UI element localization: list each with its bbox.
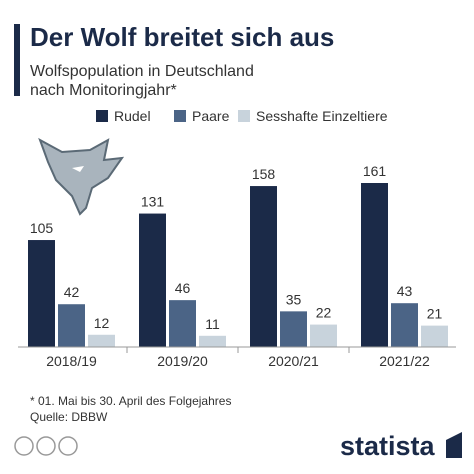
- legend-label: Sesshafte Einzeltiere: [256, 108, 388, 124]
- bar: [169, 300, 196, 347]
- value-label: 11: [205, 316, 220, 332]
- chart-title: Der Wolf breitet sich aus: [30, 22, 334, 52]
- brand-icon: [446, 432, 462, 458]
- source: Quelle: DBBW: [30, 410, 108, 424]
- value-label: 21: [427, 306, 443, 322]
- bar: [391, 303, 418, 347]
- value-label: 161: [363, 163, 387, 179]
- bar: [58, 304, 85, 347]
- legend-swatch: [96, 110, 108, 122]
- bar: [88, 334, 115, 347]
- legend-label: Paare: [192, 108, 230, 124]
- bar: [361, 183, 388, 347]
- x-tick-label: 2018/19: [46, 353, 97, 369]
- bar: [139, 213, 166, 347]
- bar: [199, 335, 226, 347]
- bar: [310, 324, 337, 347]
- value-label: 42: [64, 284, 80, 300]
- value-label: 12: [94, 315, 110, 331]
- legend-swatch: [174, 110, 186, 122]
- subtitle: Wolfspopulation in Deutschland: [30, 63, 254, 80]
- x-tick-label: 2020/21: [268, 353, 319, 369]
- value-label: 46: [175, 280, 191, 296]
- value-label: 22: [316, 305, 332, 321]
- title-accent: [14, 24, 20, 96]
- legend-label: Rudel: [114, 108, 151, 124]
- bar: [28, 240, 55, 347]
- value-label: 105: [30, 220, 54, 236]
- license-icons: [14, 436, 78, 456]
- value-label: 35: [286, 291, 302, 307]
- subtitle: nach Monitoringjahr*: [30, 82, 177, 99]
- value-label: 158: [252, 166, 276, 182]
- bar: [250, 186, 277, 347]
- brand: statista: [340, 431, 436, 461]
- bar: [421, 325, 448, 347]
- value-label: 131: [141, 194, 165, 210]
- x-tick-label: 2019/20: [157, 353, 208, 369]
- bar: [280, 311, 307, 347]
- x-tick-label: 2021/22: [379, 353, 430, 369]
- value-label: 43: [397, 283, 413, 299]
- wolf-icon: [38, 137, 125, 216]
- legend-swatch: [238, 110, 250, 122]
- footnote: * 01. Mai bis 30. April des Folgejahres: [30, 394, 231, 408]
